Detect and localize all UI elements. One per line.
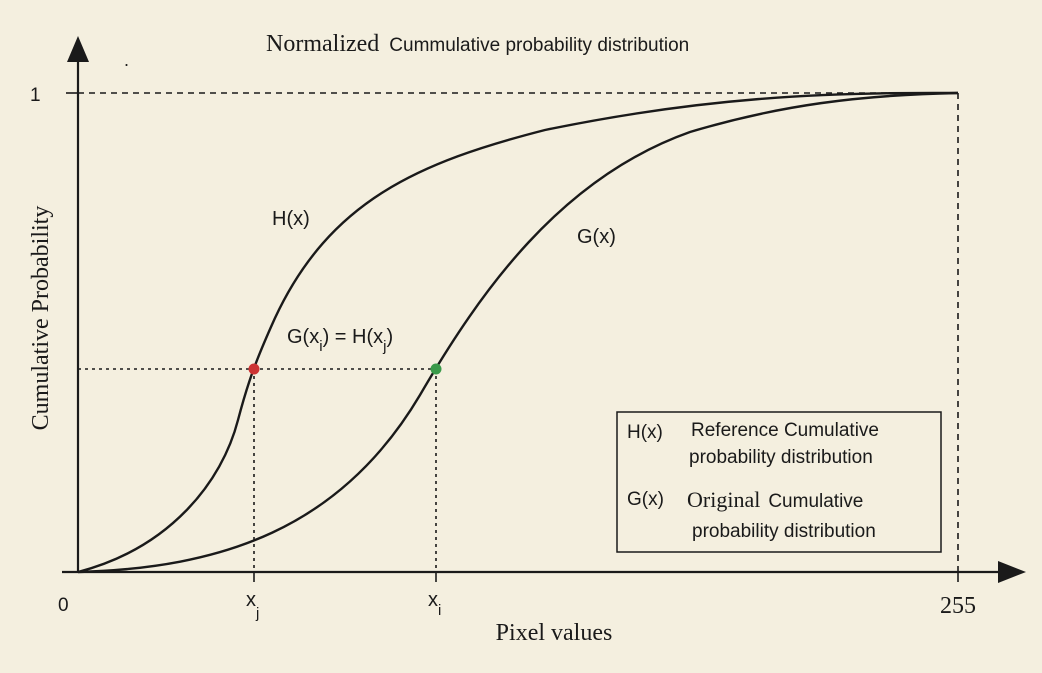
x-axis-arrow-icon [998, 561, 1026, 583]
h-curve [77, 91, 959, 574]
stray-mark: . [124, 50, 129, 70]
legend-g-key: G(x) [627, 489, 664, 510]
legend-g-line1: Original Cumulative [687, 487, 863, 512]
legend-box [616, 411, 942, 553]
y-tick-one-label: 1 [30, 85, 41, 106]
x-axis-label: Pixel values [496, 620, 613, 646]
legend-h-line1: Reference Cumulative [691, 420, 879, 441]
xj-label: xj [246, 589, 259, 622]
y-axis-arrow-icon [67, 36, 89, 62]
g-curve [77, 91, 959, 574]
equality-equation: G(xi) = H(xj) [287, 326, 393, 355]
xi-label: xi [428, 589, 441, 619]
legend-g-line2: probability distribution [692, 521, 876, 542]
title-prefix: Normalized [266, 31, 379, 57]
g-point [430, 363, 442, 375]
title-rest: Cummulative probability distribution [389, 35, 689, 56]
legend: H(x) Reference Cumulative probability di… [616, 411, 942, 553]
legend-h-line2: probability distribution [689, 447, 873, 468]
h-curve-label: H(x) [272, 208, 310, 230]
chart-title: Normalized Cummulative probability distr… [266, 31, 689, 57]
legend-h-key: H(x) [627, 422, 663, 443]
x-tick-zero-label: 0 [58, 595, 69, 616]
x-tick-max-label: 255 [940, 593, 976, 619]
h-point [248, 363, 260, 375]
y-axis-label: Cumulative Probability [28, 206, 54, 431]
g-curve-label: G(x) [577, 226, 616, 248]
